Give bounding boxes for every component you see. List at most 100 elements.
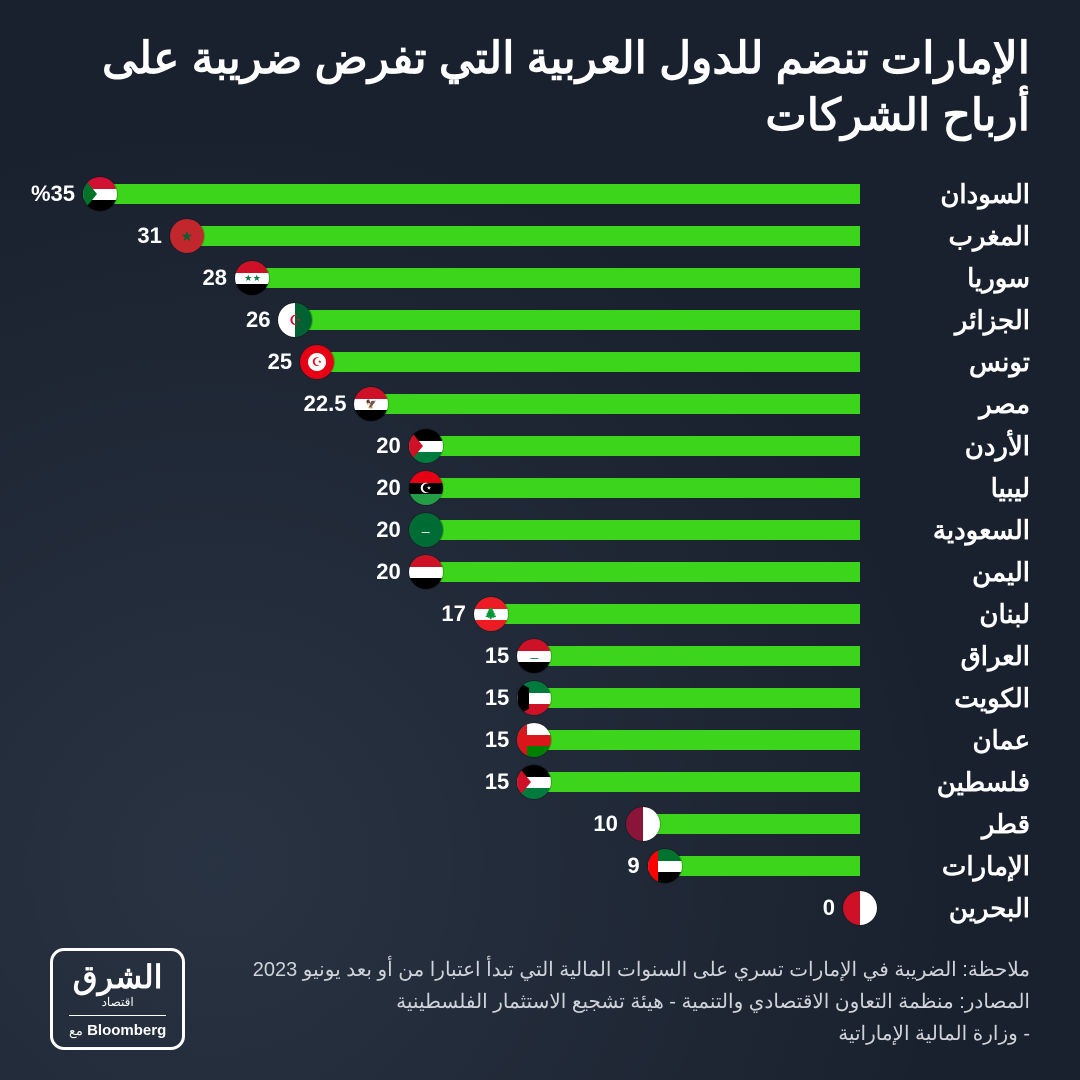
value-label: 22.5 xyxy=(304,391,347,417)
bar-wrap: 15 xyxy=(50,678,860,718)
country-label: لبنان xyxy=(860,599,1030,630)
bar-wrap: ☪ 25 xyxy=(50,342,860,382)
table-row: عمان 15 xyxy=(50,720,1030,760)
flag-icon xyxy=(409,429,443,463)
value-label: 20 xyxy=(376,559,400,585)
flag-icon xyxy=(409,555,443,589)
bar-wrap: 9 xyxy=(50,846,860,886)
bar-chart: السودان%35المغرب★31سوريا★ ★28الجزائر☪26ت… xyxy=(0,154,1080,928)
bar xyxy=(371,394,860,414)
country-label: الكويت xyxy=(860,683,1030,714)
bar-wrap: 0 xyxy=(50,888,860,928)
table-row: العراق ـــ 15 xyxy=(50,636,1030,676)
flag-icon xyxy=(517,681,551,715)
table-row: المغرب★31 xyxy=(50,216,1030,256)
note-line: ملاحظة: الضريبة في الإمارات تسري على الس… xyxy=(253,954,1030,986)
flag-icon: ـــ xyxy=(409,513,443,547)
flag-icon: 🦅 xyxy=(354,387,388,421)
flag-icon xyxy=(517,765,551,799)
page-title: الإمارات تنضم للدول العربية التي تفرض ضر… xyxy=(50,30,1030,144)
bar xyxy=(426,436,860,456)
bar xyxy=(426,562,860,582)
flag-icon: ☪ xyxy=(409,471,443,505)
bar xyxy=(643,814,860,834)
country-label: الجزائر xyxy=(860,305,1030,336)
bar-wrap: 15 xyxy=(50,762,860,802)
bar xyxy=(317,352,860,372)
bar-wrap: ـــ 15 xyxy=(50,636,860,676)
note-line: المصادر: منظمة التعاون الاقتصادي والتنمي… xyxy=(253,986,1030,1018)
flag-icon: 🌲 xyxy=(474,597,508,631)
bar-wrap: ☪ 20 xyxy=(50,468,860,508)
table-row: قطر10 xyxy=(50,804,1030,844)
table-row: ليبيا ☪ 20 xyxy=(50,468,1030,508)
flag-icon xyxy=(648,849,682,883)
bar-wrap: ★ ★ 28 xyxy=(50,258,860,298)
brand-logo: الشرق اقتصاد مع Bloomberg xyxy=(50,948,185,1050)
value-label: 28 xyxy=(203,265,227,291)
table-row: تونس ☪ 25 xyxy=(50,342,1030,382)
bar xyxy=(426,520,860,540)
bar xyxy=(491,604,860,624)
brand-sub: اقتصاد xyxy=(69,995,166,1009)
flag-icon xyxy=(843,891,877,925)
value-label: 26 xyxy=(246,307,270,333)
flag-icon xyxy=(626,807,660,841)
bar xyxy=(534,772,860,792)
flag-icon xyxy=(83,177,117,211)
country-label: البحرين xyxy=(860,893,1030,924)
country-label: السودان xyxy=(860,179,1030,210)
note-line: - وزارة المالية الإماراتية xyxy=(253,1018,1030,1050)
brand-name: الشرق xyxy=(69,961,166,993)
value-label: 15 xyxy=(485,643,509,669)
footnotes: ملاحظة: الضريبة في الإمارات تسري على الس… xyxy=(253,954,1030,1050)
flag-icon: ★ ★ xyxy=(235,261,269,295)
table-row: الجزائر ☪ 26 xyxy=(50,300,1030,340)
bar-wrap: ★31 xyxy=(50,216,860,256)
table-row: لبنان🌲17 xyxy=(50,594,1030,634)
table-row: السودان%35 xyxy=(50,174,1030,214)
bar xyxy=(252,268,860,288)
bar-wrap: 15 xyxy=(50,720,860,760)
table-row: السعوديةـــ20 xyxy=(50,510,1030,550)
table-row: البحرين 0 xyxy=(50,888,1030,928)
brand-partner: مع Bloomberg xyxy=(69,1022,166,1039)
country-label: تونس xyxy=(860,347,1030,378)
value-label: 20 xyxy=(376,475,400,501)
bar xyxy=(187,226,860,246)
value-label: 0 xyxy=(823,895,835,921)
bar xyxy=(534,688,860,708)
table-row: الكويت15 xyxy=(50,678,1030,718)
flag-icon: ☪ xyxy=(278,303,312,337)
country-label: قطر xyxy=(860,809,1030,840)
country-label: سوريا xyxy=(860,263,1030,294)
bar-wrap: 20 xyxy=(50,552,860,592)
country-label: ليبيا xyxy=(860,473,1030,504)
country-label: عمان xyxy=(860,725,1030,756)
table-row: مصر🦅22.5 xyxy=(50,384,1030,424)
value-label: 25 xyxy=(268,349,292,375)
value-label: 9 xyxy=(627,853,639,879)
table-row: فلسطين15 xyxy=(50,762,1030,802)
value-label: %35 xyxy=(31,181,75,207)
bar xyxy=(534,730,860,750)
flag-icon: ☪ xyxy=(300,345,334,379)
bar-wrap: 10 xyxy=(50,804,860,844)
value-label: 15 xyxy=(485,727,509,753)
footer: ملاحظة: الضريبة في الإمارات تسري على الس… xyxy=(50,948,1030,1050)
flag-icon xyxy=(517,723,551,757)
country-label: العراق xyxy=(860,641,1030,672)
bar-wrap: 20 xyxy=(50,426,860,466)
table-row: الإمارات9 xyxy=(50,846,1030,886)
bar-wrap: ـــ20 xyxy=(50,510,860,550)
table-row: سوريا ★ ★ 28 xyxy=(50,258,1030,298)
bar xyxy=(426,478,860,498)
flag-icon: ★ xyxy=(170,219,204,253)
header: الإمارات تنضم للدول العربية التي تفرض ضر… xyxy=(0,0,1080,154)
bar-wrap: ☪ 26 xyxy=(50,300,860,340)
country-label: اليمن xyxy=(860,557,1030,588)
flag-icon: ـــ xyxy=(517,639,551,673)
country-label: فلسطين xyxy=(860,767,1030,798)
bar-wrap: 🦅 22.5 xyxy=(50,384,860,424)
bar xyxy=(100,184,860,204)
